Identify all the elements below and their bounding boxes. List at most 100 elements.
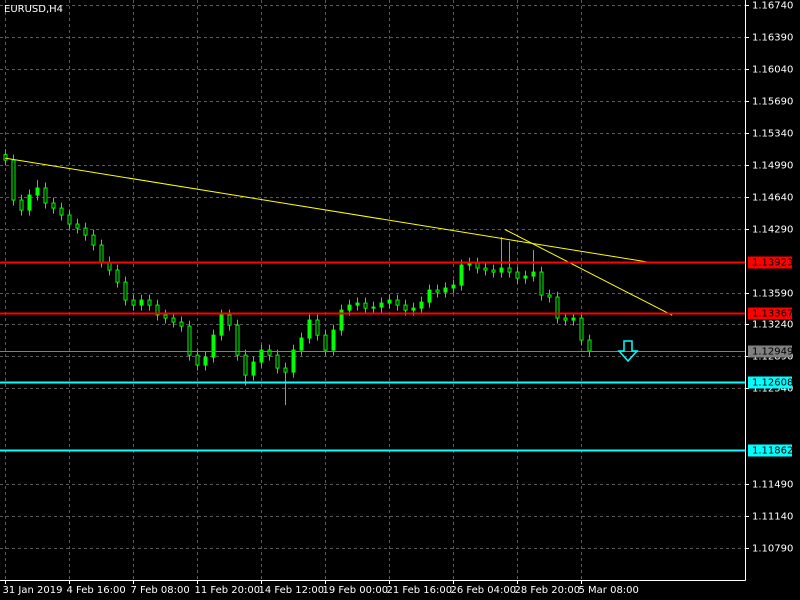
- candle-body: [499, 267, 504, 273]
- candle-body: [339, 309, 344, 331]
- candle-body: [411, 307, 416, 311]
- candle-body: [563, 317, 568, 321]
- candle-body: [491, 269, 496, 273]
- candle-body: [587, 339, 592, 352]
- candle-body: [355, 302, 360, 306]
- candle-body: [451, 284, 456, 289]
- candle-body: [459, 264, 464, 286]
- candle-body: [187, 325, 192, 356]
- y-tick-label: 1.14290: [752, 225, 793, 236]
- candle-body: [547, 294, 552, 298]
- trendline: [504, 229, 673, 316]
- grid: [0, 0, 745, 580]
- candle-body: [419, 301, 424, 309]
- candle-body: [371, 306, 376, 309]
- y-tick-label: 1.11140: [752, 512, 793, 523]
- candle-body: [403, 304, 408, 311]
- candle-body: [235, 324, 240, 356]
- candle-body: [27, 194, 32, 211]
- level-line-box: [748, 376, 792, 389]
- level-line-label: 1.13923: [752, 258, 793, 269]
- candle-body: [539, 271, 544, 296]
- candle-body: [243, 354, 248, 376]
- y-tick-label: 1.12540: [752, 384, 793, 395]
- candle-body: [323, 334, 328, 351]
- candle-body: [43, 187, 48, 204]
- candle-body: [139, 299, 144, 306]
- price-axis: 1.16740 1.16390 1.16040 1.15690 1.15340 1.149…: [3, 1, 794, 597]
- candle-body: [67, 214, 72, 225]
- candle-body: [155, 304, 160, 316]
- level-line-label: 1.11862: [752, 446, 793, 457]
- y-tick-label: 1.15690: [752, 97, 793, 108]
- candle-body: [475, 262, 480, 269]
- candle-body: [75, 223, 80, 229]
- x-tick-label: 7 Feb 08:00: [131, 585, 190, 596]
- candle-body: [51, 202, 56, 209]
- candle-body: [283, 367, 288, 373]
- x-tick-label: 21 Feb 16:00: [387, 585, 453, 596]
- candle-body: [267, 349, 272, 356]
- x-tick-label: 11 Feb 20:00: [195, 585, 261, 596]
- y-tick-label: 1.15340: [752, 129, 793, 140]
- y-tick-label: 1.16040: [752, 65, 793, 76]
- x-tick-label: 31 Jan 2019: [3, 585, 63, 596]
- candle-body: [115, 269, 120, 283]
- candle-body: [555, 296, 560, 319]
- x-tick-label: 19 Feb 00:00: [323, 585, 389, 596]
- candle-body: [203, 356, 208, 366]
- candle-body: [395, 299, 400, 306]
- x-tick-label: 28 Feb 20:00: [515, 585, 581, 596]
- x-tick-label: 4 Feb 16:00: [67, 585, 126, 596]
- candle-body: [99, 244, 104, 263]
- level-line-label: 1.13367: [752, 309, 793, 320]
- candle-body: [59, 207, 64, 216]
- y-tick-label: 1.11490: [752, 480, 793, 491]
- current-price-line-label: 1.12949: [752, 347, 793, 358]
- level-line-box: [748, 307, 792, 320]
- x-tick-label: 14 Feb 12:00: [259, 585, 325, 596]
- level-line-box: [748, 444, 792, 457]
- candle-body: [195, 354, 200, 366]
- candle-body: [147, 299, 152, 306]
- candle-body: [131, 299, 136, 306]
- candle-body: [507, 267, 512, 273]
- candle-body: [515, 271, 520, 279]
- candle-body: [531, 271, 536, 277]
- candle-body: [123, 281, 128, 301]
- candle-body: [163, 314, 168, 319]
- y-tick-label: 1.14640: [752, 193, 793, 204]
- y-tick-label: 1.13590: [752, 289, 793, 300]
- current-price-line-box: [748, 345, 792, 358]
- candle-body: [227, 314, 232, 326]
- candle-body: [11, 159, 16, 201]
- candle-body: [211, 334, 216, 358]
- candle-body: [315, 319, 320, 336]
- level-line-box: [748, 256, 792, 269]
- sell-arrow: [617, 340, 639, 363]
- candle-body: [443, 287, 448, 293]
- candle-body: [299, 337, 304, 351]
- candle-body: [579, 317, 584, 341]
- candle-body: [179, 321, 184, 327]
- y-tick-label: 1.16740: [752, 1, 793, 12]
- candle-body: [259, 349, 264, 363]
- candle-body: [379, 302, 384, 308]
- x-tick-label: 26 Feb 04:00: [451, 585, 517, 596]
- candle-body: [171, 317, 176, 323]
- candle-body: [83, 227, 88, 236]
- candle-body: [435, 289, 440, 293]
- level-line-label: 1.12608: [752, 378, 793, 389]
- candle-body: [483, 267, 488, 271]
- candle-body: [3, 154, 8, 161]
- candle-body: [35, 187, 40, 196]
- plot: [0, 149, 745, 452]
- candle-body: [91, 234, 96, 246]
- candle-body: [19, 199, 24, 211]
- candle-body: [347, 304, 352, 311]
- y-tick-label: 1.10790: [752, 544, 793, 555]
- candle-body: [251, 361, 256, 376]
